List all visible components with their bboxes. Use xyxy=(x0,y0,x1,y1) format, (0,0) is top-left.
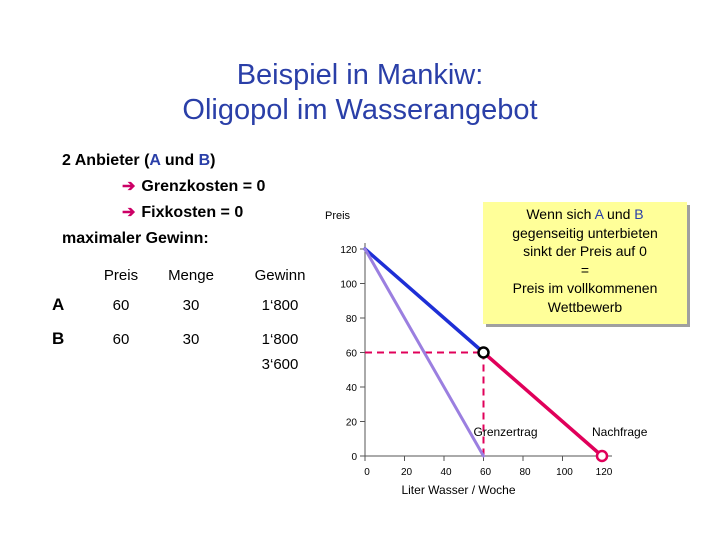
point-marker xyxy=(477,346,490,359)
y-tick-label: 20 xyxy=(346,418,358,429)
table-header-row: Preis Menge Gewinn xyxy=(52,262,330,288)
grenzertrag-label: Grenzertrag xyxy=(474,425,538,439)
y-tick-label: 80 xyxy=(346,314,358,325)
y-axis-label: Preis xyxy=(325,210,351,222)
x-tick-label: 0 xyxy=(364,467,370,478)
arrow-right-icon: ➔ xyxy=(122,178,136,195)
header-menge: Menge xyxy=(168,266,214,284)
header-preis: Preis xyxy=(103,266,139,284)
slide-title-line2: Oligopol im Wasserangebot xyxy=(182,94,538,126)
slide-title-line1: Beispiel in Mankiw: xyxy=(236,59,484,91)
x-tick-label: 100 xyxy=(556,467,573,478)
anbieter-b: B xyxy=(198,152,211,169)
x-axis-label: Liter Wasser / Woche xyxy=(401,483,515,497)
y-tick-label: 100 xyxy=(340,280,357,291)
anbieter-a: A xyxy=(149,152,161,169)
x-tick-label: 20 xyxy=(401,467,413,478)
nachfrage-label: Nachfrage xyxy=(592,425,648,439)
marginal-revenue-line xyxy=(363,247,485,458)
demand-line-upper xyxy=(363,247,486,355)
x-tick-label: 40 xyxy=(440,467,452,478)
table-row: A 60 30 1‘800 xyxy=(52,288,330,322)
intro-text: 2 Anbieter (A und B) ➔ Grenzkosten = 0 ➔ F… xyxy=(62,148,265,252)
row-label: B xyxy=(52,329,65,348)
y-tick-label: 60 xyxy=(346,349,358,360)
x-tick-label: 120 xyxy=(596,467,613,478)
profit-table: Preis Menge Gewinn A 60 30 1‘800 B 60 30… xyxy=(52,262,330,390)
arrow-right-icon: ➔ xyxy=(122,204,136,221)
table-row: B 60 30 1‘800 xyxy=(52,322,330,356)
intro-line-grenzkosten: ➔ Grenzkosten = 0 xyxy=(122,178,266,195)
y-tick-label: 0 xyxy=(351,452,357,463)
table-total-row: 3‘600 xyxy=(52,356,330,390)
callout-box: Wenn sich A und B gegenseitig unterbiete… xyxy=(483,202,687,324)
header-gewinn: Gewinn xyxy=(254,266,306,284)
intro-line-gewinn: maximaler Gewinn: xyxy=(62,230,209,247)
intro-line-fixkosten: ➔ Fixkosten = 0 xyxy=(122,204,244,221)
intro-line-anbieter: 2 Anbieter (A und B) xyxy=(62,152,216,169)
total-gewinn: 3‘600 xyxy=(261,356,299,373)
x-tick-label: 60 xyxy=(480,467,492,478)
x-tick-label: 80 xyxy=(519,467,531,478)
y-tick-label: 120 xyxy=(340,245,357,256)
point-marker xyxy=(595,449,609,463)
y-tick-label: 40 xyxy=(346,383,358,394)
demand-line-lower xyxy=(481,350,604,458)
row-label: A xyxy=(52,295,65,314)
